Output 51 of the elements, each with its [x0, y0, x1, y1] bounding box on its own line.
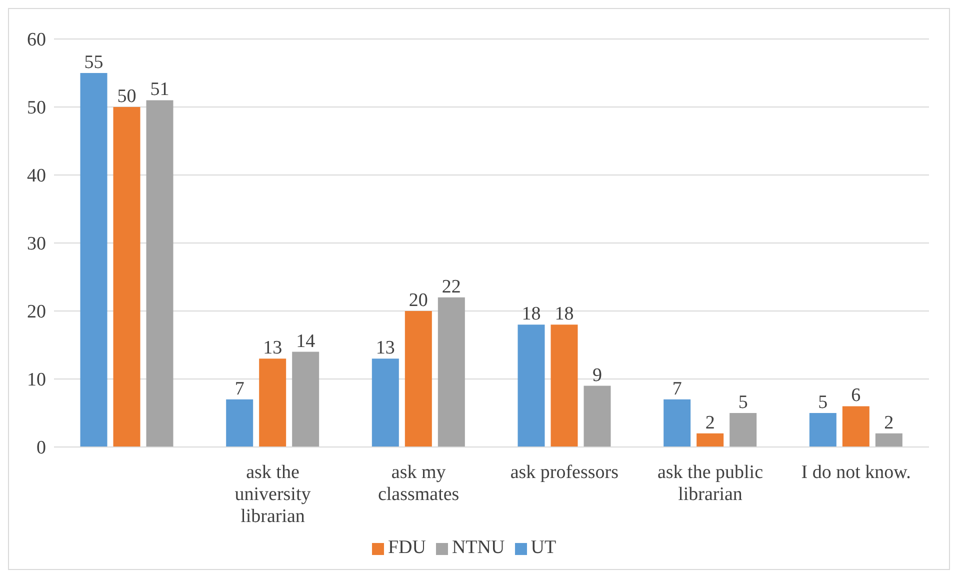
data-label: 14 — [296, 330, 316, 352]
data-label: 18 — [522, 304, 541, 325]
legend-label: FDU — [388, 537, 426, 558]
bar — [80, 73, 108, 447]
data-label: 7 — [234, 378, 244, 400]
y-tick-label: 60 — [27, 30, 46, 51]
data-label: 51 — [150, 79, 170, 100]
x-tick-label: ask the university librarian — [234, 462, 312, 527]
bar — [113, 107, 140, 447]
bar — [259, 358, 286, 447]
data-label: 5 — [738, 392, 748, 413]
y-tick-label: 20 — [27, 302, 46, 323]
bar — [550, 324, 578, 447]
bar — [226, 399, 254, 447]
y-tick-label: 30 — [27, 234, 46, 255]
data-label: 2 — [705, 412, 715, 434]
data-label: 13 — [376, 338, 395, 359]
bar — [809, 413, 836, 447]
bar — [438, 297, 465, 447]
data-label: 6 — [851, 385, 861, 406]
x-tick-label: ask my classmates — [378, 462, 460, 505]
x-tick-label: I do not know. — [801, 462, 911, 484]
data-label: 20 — [408, 290, 428, 311]
x-tick-label: ask the public librarian — [657, 462, 764, 505]
y-tick-label: 40 — [27, 166, 46, 187]
y-tick-label: 10 — [27, 370, 46, 391]
bar — [292, 352, 320, 447]
bar — [404, 311, 432, 447]
bar — [696, 433, 724, 447]
bar — [730, 413, 757, 447]
data-label: 50 — [117, 86, 136, 107]
data-label: 22 — [442, 276, 461, 298]
bar — [875, 433, 902, 447]
bar — [518, 324, 545, 447]
bar — [584, 386, 611, 447]
bar — [664, 399, 691, 447]
data-label: 18 — [554, 304, 574, 325]
data-label: 5 — [818, 392, 828, 413]
y-tick-label: 0 — [36, 438, 46, 459]
legend-label: UT — [530, 537, 556, 558]
bar — [372, 358, 399, 447]
legend-label: NTNU — [452, 537, 505, 558]
bar — [842, 406, 870, 447]
x-tick-label: ask professors — [510, 462, 619, 484]
data-label: 13 — [263, 338, 282, 359]
data-label: 2 — [884, 412, 894, 434]
y-tick-label: 50 — [27, 98, 46, 119]
data-label: 9 — [592, 364, 602, 386]
bar — [146, 100, 174, 447]
data-label: 7 — [672, 378, 682, 400]
data-label: 55 — [84, 52, 104, 73]
